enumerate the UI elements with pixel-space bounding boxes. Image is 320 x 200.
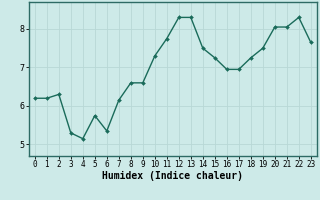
X-axis label: Humidex (Indice chaleur): Humidex (Indice chaleur) (102, 171, 243, 181)
